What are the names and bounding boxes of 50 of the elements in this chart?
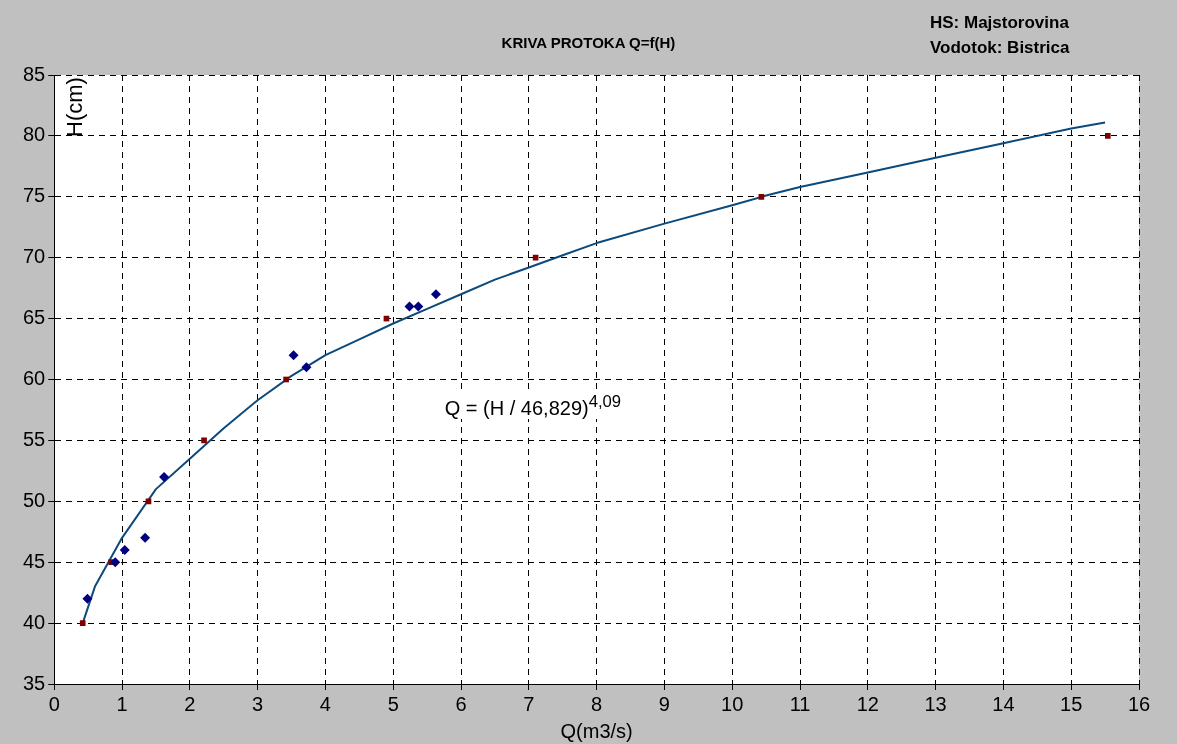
point — [145, 498, 152, 505]
point — [79, 620, 86, 626]
y-tick-label: 35 — [23, 671, 46, 694]
x-axis-title: Q(m3/s) — [560, 719, 633, 742]
y-tick-label: 50 — [23, 488, 46, 511]
chart-subtitle: HS: Majstorovina Vodotok: Bistrica — [930, 12, 1070, 59]
x-tick-label: 14 — [992, 692, 1015, 715]
point — [201, 437, 207, 444]
x-tick-label: 0 — [48, 692, 60, 715]
x-tick-label: 4 — [319, 692, 331, 715]
annotation: Q = (H / 46,829)$^{4,09}$ — [444, 391, 622, 420]
y-tick-label: 80 — [23, 123, 46, 146]
y-tick-label: 45 — [23, 549, 46, 572]
y-tick-label: 40 — [23, 610, 46, 633]
y-tick-label: 55 — [23, 427, 46, 450]
x-tick-label: 3 — [252, 692, 264, 715]
x-tick-label: 16 — [1127, 692, 1151, 715]
y-tick-label: 70 — [23, 245, 46, 268]
point — [758, 193, 765, 200]
x-tick-label: 8 — [591, 692, 603, 715]
point — [1104, 133, 1111, 139]
chart-title: KRIVA PROTOKA Q=f(H) — [501, 34, 676, 51]
x-tick-label: 13 — [924, 692, 947, 715]
x-tick-label: 2 — [184, 692, 196, 715]
point — [288, 350, 299, 361]
point — [532, 254, 539, 261]
y-tick-label: 65 — [23, 306, 46, 329]
x-tick-label: 12 — [856, 692, 879, 715]
point — [140, 532, 151, 543]
point — [159, 471, 170, 482]
point — [283, 376, 289, 383]
y-axis-title: H(cm) — [62, 77, 89, 137]
point — [430, 289, 441, 300]
x-tick-label: 6 — [455, 692, 467, 715]
y-tick-label: 75 — [23, 184, 46, 207]
x-tick-label: 10 — [721, 692, 744, 715]
y-tick-label: 85 — [23, 62, 46, 85]
x-tick-label: 9 — [658, 692, 670, 715]
x-tick-label: 7 — [523, 692, 535, 715]
x-tick-label: 15 — [1060, 692, 1083, 715]
x-tick-label: 11 — [789, 692, 811, 715]
point — [301, 362, 312, 373]
point — [119, 545, 130, 556]
point — [110, 557, 121, 568]
y-tick-label: 60 — [23, 367, 46, 390]
point — [413, 301, 424, 312]
x-tick-label: 1 — [116, 692, 128, 715]
x-tick-label: 5 — [387, 692, 399, 715]
point — [82, 593, 93, 604]
point — [404, 301, 415, 312]
